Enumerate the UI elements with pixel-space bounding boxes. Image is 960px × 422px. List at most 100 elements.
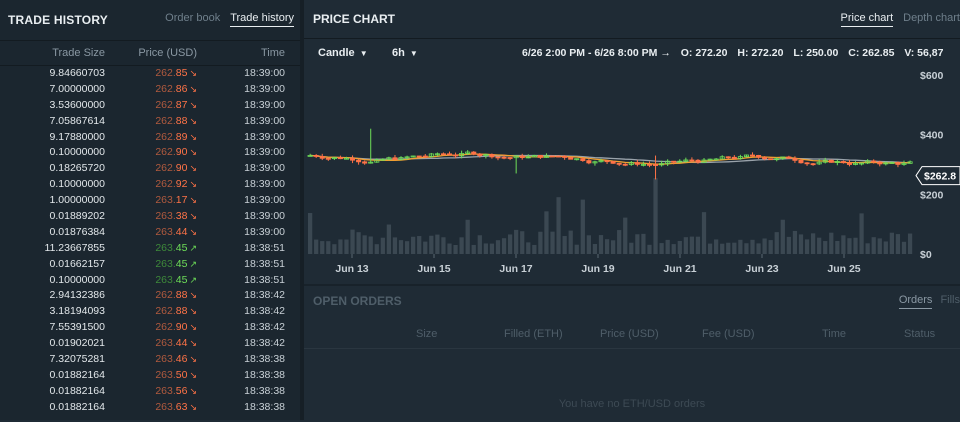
volume-bar: [768, 240, 773, 254]
interval-dropdown[interactable]: 6h ▼: [392, 47, 418, 59]
volume-bar: [738, 239, 743, 254]
trade-price: 263.56 ↘: [105, 385, 197, 397]
candle-body: [671, 160, 677, 163]
volume-bar: [447, 243, 452, 254]
price-prefix: 263.: [155, 400, 176, 413]
price-prefix: 262.: [155, 82, 176, 95]
price-suffix: 50: [175, 368, 188, 381]
candle-body: [319, 156, 325, 159]
arrow-down-icon: ↘: [189, 179, 197, 190]
open-orders-column-headers: Size Filled (ETH) Price (USD) Fee (USD) …: [304, 328, 960, 349]
volume-bar: [871, 237, 876, 254]
price-suffix: 89: [175, 130, 188, 143]
volume-bar: [556, 197, 561, 254]
candle-body: [762, 156, 768, 160]
arrow-up-icon: ↗: [189, 258, 197, 269]
candle-body: [859, 162, 865, 165]
candle-body: [507, 157, 513, 159]
x-tick-label: Jun 21: [663, 263, 696, 275]
volume-bar: [798, 234, 804, 254]
candle-body: [562, 155, 568, 158]
price-prefix: 263.: [155, 273, 176, 286]
tab-order-book[interactable]: Order book: [165, 12, 221, 24]
moving-average-fast: [310, 153, 911, 165]
arrow-up-icon: ↗: [189, 242, 197, 253]
volume-bar: [532, 244, 537, 254]
price-suffix: 56: [175, 384, 188, 397]
volume-bar: [538, 231, 543, 254]
candle-body: [434, 153, 440, 156]
trade-history-list: 9.84660703 262.85 ↘ 18:39:00 7.00000000 262.8…: [0, 65, 300, 415]
price-prefix: 262.: [155, 178, 176, 191]
tab-fills[interactable]: Fills: [940, 294, 960, 306]
trade-history-title: TRADE HISTORY: [8, 13, 108, 27]
volume-bar: [665, 239, 670, 254]
volume-bar: [380, 237, 385, 254]
price-prefix: 263.: [155, 384, 176, 397]
table-row: 0.18265720 262.90 ↘ 18:39:00: [0, 160, 300, 176]
candle-body: [556, 155, 562, 158]
volume-bar: [477, 235, 482, 254]
open-orders-tabs: Orders Fills: [898, 294, 960, 309]
price-prefix: 262.: [155, 130, 176, 143]
volume-bar: [629, 242, 634, 254]
candle-body: [525, 156, 531, 159]
candle-body: [477, 153, 483, 156]
candle-body: [877, 161, 883, 165]
candle-body: [889, 162, 895, 164]
chevron-down-icon: ▼: [409, 49, 418, 58]
trade-size: 9.17880000: [49, 130, 105, 143]
candle-body: [495, 156, 501, 159]
candle-body: [743, 154, 749, 157]
candle-body: [392, 157, 398, 160]
price-prefix: 262.: [155, 162, 176, 175]
volume-bar: [574, 244, 579, 254]
volume-bar: [756, 243, 761, 254]
price-prefix: 262.: [155, 321, 176, 334]
tab-price-chart[interactable]: Price chart: [840, 12, 894, 27]
volume-bar: [823, 241, 828, 254]
trade-time: 18:39:00: [244, 194, 285, 207]
volume-bar: [829, 232, 834, 254]
table-row: 0.01882164 263.50 ↘ 18:38:38: [0, 367, 300, 383]
arrow-down-icon: ↘: [189, 210, 197, 221]
volume-bar: [701, 212, 707, 254]
candle-body: [792, 158, 798, 161]
volume-bar: [544, 211, 549, 254]
candlestick-chart[interactable]: $600 $400 $200 $0 Jun 13 Jun 15 Jun 17 Jun 19 Ju…: [304, 66, 960, 280]
candle-body: [865, 160, 871, 164]
volume-bar: [695, 236, 701, 254]
candle-body: [622, 163, 628, 166]
volume-bar: [598, 235, 604, 254]
volume-bar: [483, 243, 488, 254]
chevron-down-icon: ▼: [359, 49, 368, 58]
candle-body: [737, 156, 743, 159]
volume-bar: [847, 238, 852, 254]
candle-body: [810, 163, 816, 166]
candle-body: [543, 155, 549, 158]
arrow-down-icon: ↘: [189, 147, 197, 158]
volume-bar: [683, 237, 688, 254]
tab-orders[interactable]: Orders: [898, 294, 933, 309]
trade-size: 2.94132386: [49, 289, 105, 302]
tab-depth-chart[interactable]: Depth chart: [903, 12, 960, 24]
volume-bar: [350, 229, 355, 254]
volume-bar: [550, 231, 555, 254]
candle-body: [386, 157, 392, 160]
price-suffix: 88: [175, 305, 188, 318]
trade-price: 262.88 ↘: [105, 305, 197, 317]
tab-trade-history[interactable]: Trade history: [230, 12, 294, 27]
price-prefix: 262.: [155, 114, 176, 127]
candle-body: [416, 155, 422, 158]
ohlc-volume: V: 56,87: [904, 47, 944, 59]
volume-bar: [750, 239, 755, 254]
price-suffix: 44: [175, 337, 188, 350]
volume-bar: [453, 244, 458, 254]
price-suffix: 90: [175, 162, 188, 175]
trade-size: 9.84660703: [49, 66, 105, 79]
trade-time: 18:39:00: [244, 130, 285, 143]
chart-type-dropdown[interactable]: Candle ▼: [318, 47, 368, 59]
volume-bar: [320, 241, 325, 254]
volume-bar: [883, 241, 888, 254]
panel-divider[interactable]: [300, 0, 304, 420]
